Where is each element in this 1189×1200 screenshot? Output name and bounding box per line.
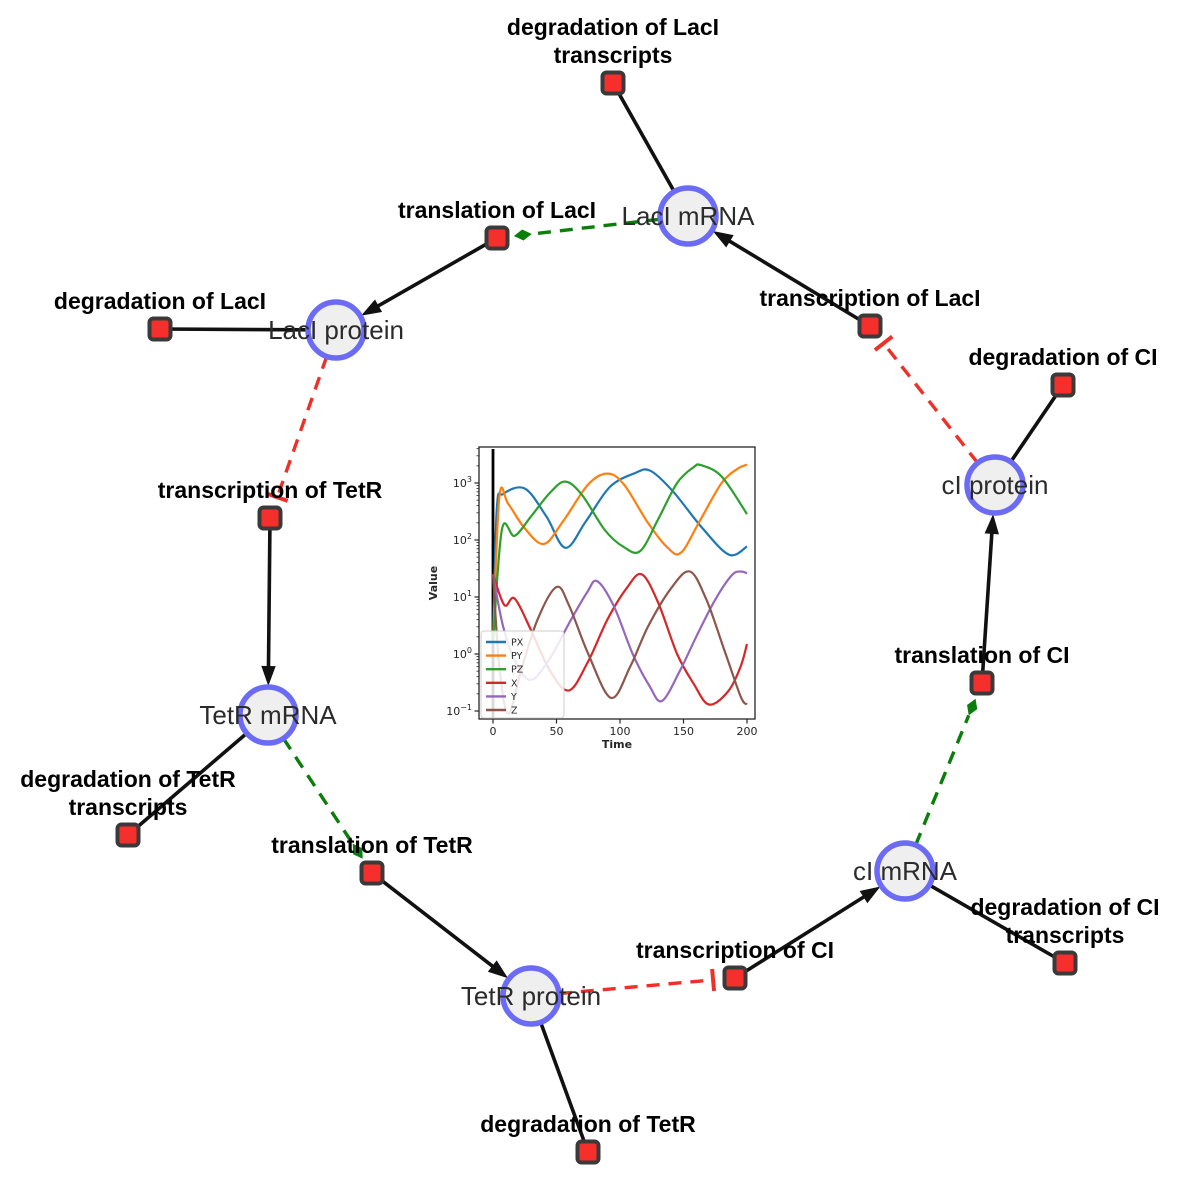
- species-node-ci_protein: [964, 454, 1026, 516]
- x-tick-label: 50: [550, 725, 564, 738]
- edge-translation_ci-ci_protein: [980, 530, 994, 684]
- reaction-label-translation_laci: translation of LacI: [398, 197, 596, 223]
- y-axis-label: Value: [427, 566, 440, 600]
- reaction-node-deg_laci_tx: [600, 70, 626, 96]
- edge-translation_ci-ci_protein-arrowhead: [984, 513, 999, 535]
- legend-label-X: X: [511, 678, 518, 689]
- species-label-tetr_mrna: TetR mRNA: [199, 700, 337, 730]
- reaction-label-tetr_mrna_deg: transcripts: [69, 794, 188, 820]
- edge-tetr_protein-deg_tetr: [538, 1021, 590, 1153]
- reaction-node-deg_laci: [147, 316, 173, 342]
- y-tick-label: 101: [453, 589, 472, 604]
- edge-tetr_mrna-tetr_mrna_deg: [126, 731, 248, 837]
- reaction-node-deg_ci_tx: [1052, 950, 1078, 976]
- reaction-node-translation_laci: [484, 225, 510, 251]
- chart-series-PY: [491, 463, 748, 645]
- chart-axes-frame: [478, 446, 756, 720]
- x-tick-label: 100: [610, 725, 631, 738]
- edge-translation_tetr-tetr_protein: [370, 871, 496, 970]
- reaction-node-transcription_ci: [722, 965, 748, 991]
- reaction-node-translation_ci: [969, 670, 995, 696]
- species-label-ci_mrna: cI mRNA: [853, 856, 958, 886]
- reaction-label-transcription_ci: transcription of CI: [636, 937, 834, 963]
- x-tick-label: 200: [737, 725, 758, 738]
- edge-ci_protein-deg_ci: [1009, 383, 1065, 463]
- y-tick-label: 102: [453, 532, 472, 547]
- y-tick-label: 103: [453, 475, 472, 490]
- reaction-label-deg_ci: degradation of CI: [968, 344, 1157, 370]
- edge-transcription_laci-laci_mrna: [726, 238, 871, 328]
- reaction-node-tetr_mrna_deg: [115, 822, 141, 848]
- x-tick-label: 150: [673, 725, 694, 738]
- reaction-label-deg_tetr: degradation of TetR: [480, 1111, 696, 1137]
- edge-transcription_tetr-tetr_mrna: [266, 517, 272, 670]
- edge-ci_mrna-translation_ci-diamond: [967, 698, 978, 716]
- edge-translation_laci-laci_protein: [375, 236, 498, 309]
- reaction-node-deg_tetr: [575, 1139, 601, 1165]
- y-tick-label: 10−1: [446, 703, 472, 718]
- reaction-label-deg_ci_tx: transcripts: [1006, 922, 1125, 948]
- reaction-node-translation_tetr: [359, 860, 385, 886]
- edge-transcription_ci-ci_mrna: [734, 893, 868, 980]
- labels-layer: degradation of LacItranscriptstranslatio…: [20, 14, 1159, 1137]
- legend-label-Z: Z: [511, 706, 518, 717]
- species-label-laci_protein: LacI protein: [268, 315, 404, 345]
- reaction-label-deg_laci_tx: transcripts: [554, 42, 673, 68]
- reaction-node-deg_ci: [1050, 372, 1076, 398]
- reaction-label-deg_laci_tx: degradation of LacI: [507, 14, 719, 40]
- edge-ci_mrna-translation_ci: [914, 714, 971, 846]
- legend-label-PY: PY: [511, 651, 523, 662]
- x-tick-label: 0: [490, 725, 497, 738]
- species-label-ci_protein: cI protein: [942, 470, 1049, 500]
- edge-tetr_protein-transcription_ci-tbar: [710, 968, 717, 992]
- x-axis-label: Time: [602, 738, 632, 751]
- edge-tetr_mrna-translation_tetr: [281, 737, 355, 845]
- reaction-label-deg_laci: degradation of LacI: [54, 288, 266, 314]
- species-label-laci_mrna: LacI mRNA: [622, 201, 756, 231]
- edge-transcription_tetr-tetr_mrna-arrowhead: [261, 665, 276, 687]
- legend-label-PX: PX: [511, 638, 524, 649]
- chart-series-PZ: [491, 463, 748, 645]
- chart-series-X: [491, 572, 749, 706]
- species-node-tetr_protein: [500, 965, 562, 1027]
- edge-ci_mrna-deg_ci_tx: [928, 883, 1066, 965]
- edge-tetr_mrna-translation_tetr-diamond: [352, 843, 363, 859]
- y-tick-label: 100: [453, 646, 472, 661]
- species-label-tetr_protein: TetR protein: [461, 981, 601, 1011]
- edge-tetr_protein-transcription_ci: [558, 978, 709, 996]
- edge-laci_mrna-deg_laci_tx: [611, 82, 676, 193]
- edge-laci_mrna-translation_laci-diamond: [513, 229, 532, 241]
- edge-laci_protein-deg_laci: [159, 327, 309, 332]
- reaction-label-tetr_mrna_deg: degradation of TetR: [20, 766, 236, 792]
- legend-label-Y: Y: [510, 692, 517, 703]
- legend-label-PZ: PZ: [511, 665, 524, 676]
- reaction-label-transcription_tetr: transcription of TetR: [158, 477, 383, 503]
- edge-ci_protein-transcription_laci: [885, 346, 980, 465]
- edge-transcription_laci-laci_mrna-arrowhead: [712, 231, 734, 248]
- edge-translation_tetr-tetr_protein-arrowhead: [487, 960, 509, 979]
- reaction-label-deg_ci_tx: degradation of CI: [970, 894, 1159, 920]
- edge-translation_laci-laci_protein-arrowhead: [361, 299, 383, 316]
- edge-laci_protein-transcription_tetr: [277, 355, 329, 494]
- edge-laci_protein-transcription_tetr-tbar: [266, 491, 289, 503]
- species-node-laci_protein: [305, 299, 367, 361]
- edges-layer: [126, 82, 1066, 1153]
- reaction-label-transcription_laci: transcription of LacI: [759, 285, 980, 311]
- edge-ci_protein-transcription_laci-tbar: [873, 334, 894, 352]
- edge-transcription_ci-ci_mrna-arrowhead: [859, 886, 881, 904]
- nodes-layer: [115, 70, 1078, 1165]
- reaction-label-translation_ci: translation of CI: [894, 642, 1069, 668]
- reaction-node-transcription_tetr: [257, 505, 283, 531]
- reaction-node-transcription_laci: [857, 313, 883, 339]
- reaction-label-translation_tetr: translation of TetR: [271, 832, 473, 858]
- chart-legend: PX PY PZ XYZ: [480, 630, 565, 719]
- species-node-tetr_mrna: [237, 684, 299, 746]
- species-node-laci_mrna: [657, 185, 719, 247]
- species-node-ci_mrna: [874, 840, 936, 902]
